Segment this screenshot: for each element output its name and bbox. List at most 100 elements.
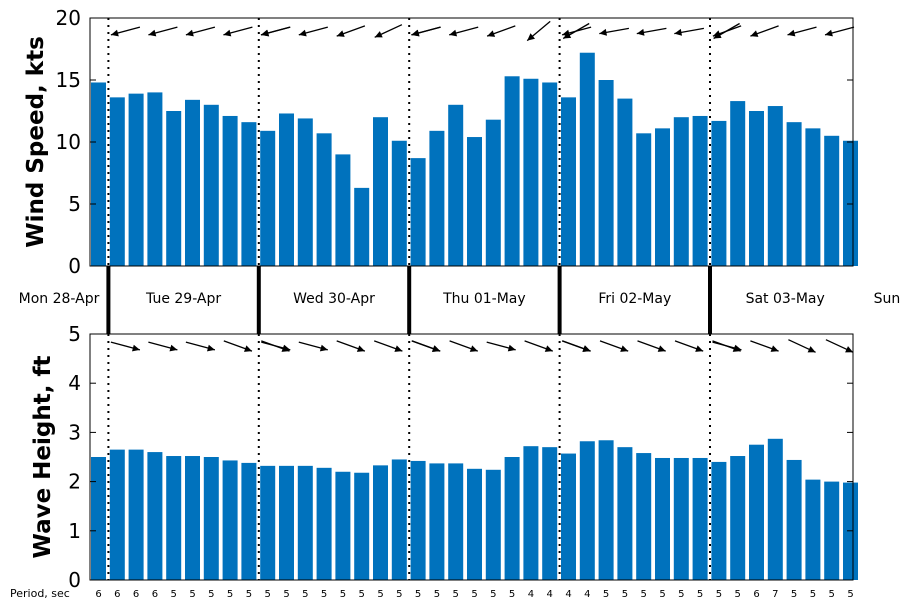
- period-label: 5: [509, 589, 515, 600]
- period-label: 5: [340, 589, 346, 600]
- wind-bar: [655, 128, 670, 266]
- wind-y-tick-label: 5: [68, 192, 81, 216]
- day-label-strip: Mon 28-Apr Tue 29-Apr Wed 30-Apr Thu 01-May…: [19, 291, 900, 307]
- wave-bar: [805, 479, 821, 580]
- wave-bar: [410, 460, 426, 580]
- period-label: 5: [659, 589, 665, 600]
- wave-direction-arrow: [298, 341, 328, 352]
- day-label: Sun: [874, 291, 900, 307]
- wave-bar: [598, 440, 614, 580]
- wind-direction-arrow: [636, 27, 667, 36]
- period-label: 6: [152, 589, 158, 600]
- wind-bar: [335, 154, 351, 266]
- wind-bar: [391, 140, 407, 266]
- day-label: Fri 02-May: [598, 291, 671, 307]
- wave-bar: [467, 468, 482, 580]
- wind-bar: [354, 187, 370, 266]
- period-label: 5: [810, 589, 816, 600]
- period-label: 5: [227, 589, 233, 600]
- wave-bar: [203, 457, 219, 580]
- period-label: 5: [246, 589, 252, 600]
- wave-bar: [147, 452, 163, 580]
- wave-direction-arrow: [261, 341, 291, 352]
- wave-y-tick-label: 4: [68, 371, 81, 395]
- period-label: 5: [434, 589, 440, 600]
- wind-bar: [147, 92, 163, 267]
- wave-bar: [711, 461, 727, 580]
- wind-direction-arrow: [185, 26, 216, 37]
- period-label: 5: [321, 589, 327, 600]
- wind-bar: [843, 140, 858, 266]
- wave-bar: [109, 449, 125, 580]
- wind-bar: [504, 76, 520, 266]
- wind-bar: [241, 122, 257, 266]
- wind-direction-arrow: [712, 25, 742, 37]
- wave-bar: [222, 460, 238, 580]
- wave-bar: [448, 463, 464, 580]
- wave-direction-arrow: [637, 340, 666, 352]
- period-label: 5: [377, 589, 383, 600]
- wind-bar: [579, 52, 595, 266]
- wind-bar: [109, 97, 125, 266]
- wave-bar: [824, 481, 840, 580]
- wave-y-axis-title: Wave Height, ft: [30, 356, 56, 559]
- wave-bar: [786, 459, 802, 580]
- wind-bar: [749, 111, 764, 266]
- wind-bar: [824, 135, 840, 266]
- wave-bar: [542, 447, 558, 580]
- wave-height-bars: [91, 438, 858, 580]
- wave-bar: [166, 456, 182, 580]
- period-label: 5: [641, 589, 647, 600]
- wind-direction-arrow: [599, 27, 630, 36]
- wave-direction-arrow: [712, 341, 742, 352]
- wave-direction-arrow: [110, 341, 141, 352]
- wave-direction-arrow: [825, 339, 854, 353]
- period-label: 5: [189, 589, 195, 600]
- period-label: 5: [302, 589, 308, 600]
- wind-bar: [297, 118, 313, 266]
- period-row: Period, sec 6 6 6 6 5 5 5 5 5 5 5 5 5 5 5 5 5 5 5 5 5 5 5 4 4 4 4 5…: [10, 587, 854, 600]
- period-label: 6: [95, 589, 101, 600]
- wave-bar: [260, 465, 276, 580]
- wind-axes-frame: [89, 17, 854, 267]
- period-label: 5: [829, 589, 835, 600]
- wave-direction-arrow: [336, 340, 366, 352]
- period-label: 5: [265, 589, 271, 600]
- wind-bar: [523, 78, 539, 266]
- wave-direction-arrow: [524, 340, 554, 352]
- wind-bar: [730, 101, 746, 266]
- wind-direction-arrow: [374, 24, 403, 38]
- wave-bar: [391, 459, 407, 580]
- wind-bar: [673, 117, 689, 266]
- wave-bar: [185, 456, 200, 580]
- wave-direction-arrow: [562, 340, 591, 352]
- wind-bar: [767, 106, 783, 266]
- wind-y-ticks: 0 5 10 15 20: [56, 6, 853, 278]
- wind-bar: [636, 133, 652, 266]
- period-label: 5: [678, 589, 684, 600]
- wave-bar: [354, 472, 370, 580]
- wave-direction-arrow: [750, 340, 779, 352]
- wind-bar: [373, 117, 388, 266]
- wind-direction-arrow: [824, 26, 855, 37]
- day-label: Mon 28-Apr: [19, 291, 100, 307]
- period-label: 5: [415, 589, 421, 600]
- wave-bar: [730, 456, 746, 580]
- wave-bar: [241, 462, 257, 580]
- wave-direction-arrow: [223, 340, 253, 352]
- period-label: 5: [791, 589, 797, 600]
- wind-bar: [542, 82, 558, 266]
- wind-y-tick-label: 15: [56, 68, 81, 92]
- wind-direction-arrow: [561, 26, 592, 37]
- wave-direction-arrow: [486, 341, 516, 352]
- wave-bar: [91, 457, 106, 580]
- wave-bar: [335, 471, 351, 580]
- wave-y-ticks: 0 1 2 3 4 5: [68, 322, 853, 592]
- period-label: 5: [847, 589, 853, 600]
- day-label: Wed 30-Apr: [293, 291, 375, 307]
- wind-bar: [222, 115, 238, 267]
- wave-direction-arrow: [185, 341, 216, 352]
- period-label: 7: [772, 589, 778, 600]
- wind-bar: [203, 104, 219, 266]
- wind-direction-arrows: [110, 20, 855, 42]
